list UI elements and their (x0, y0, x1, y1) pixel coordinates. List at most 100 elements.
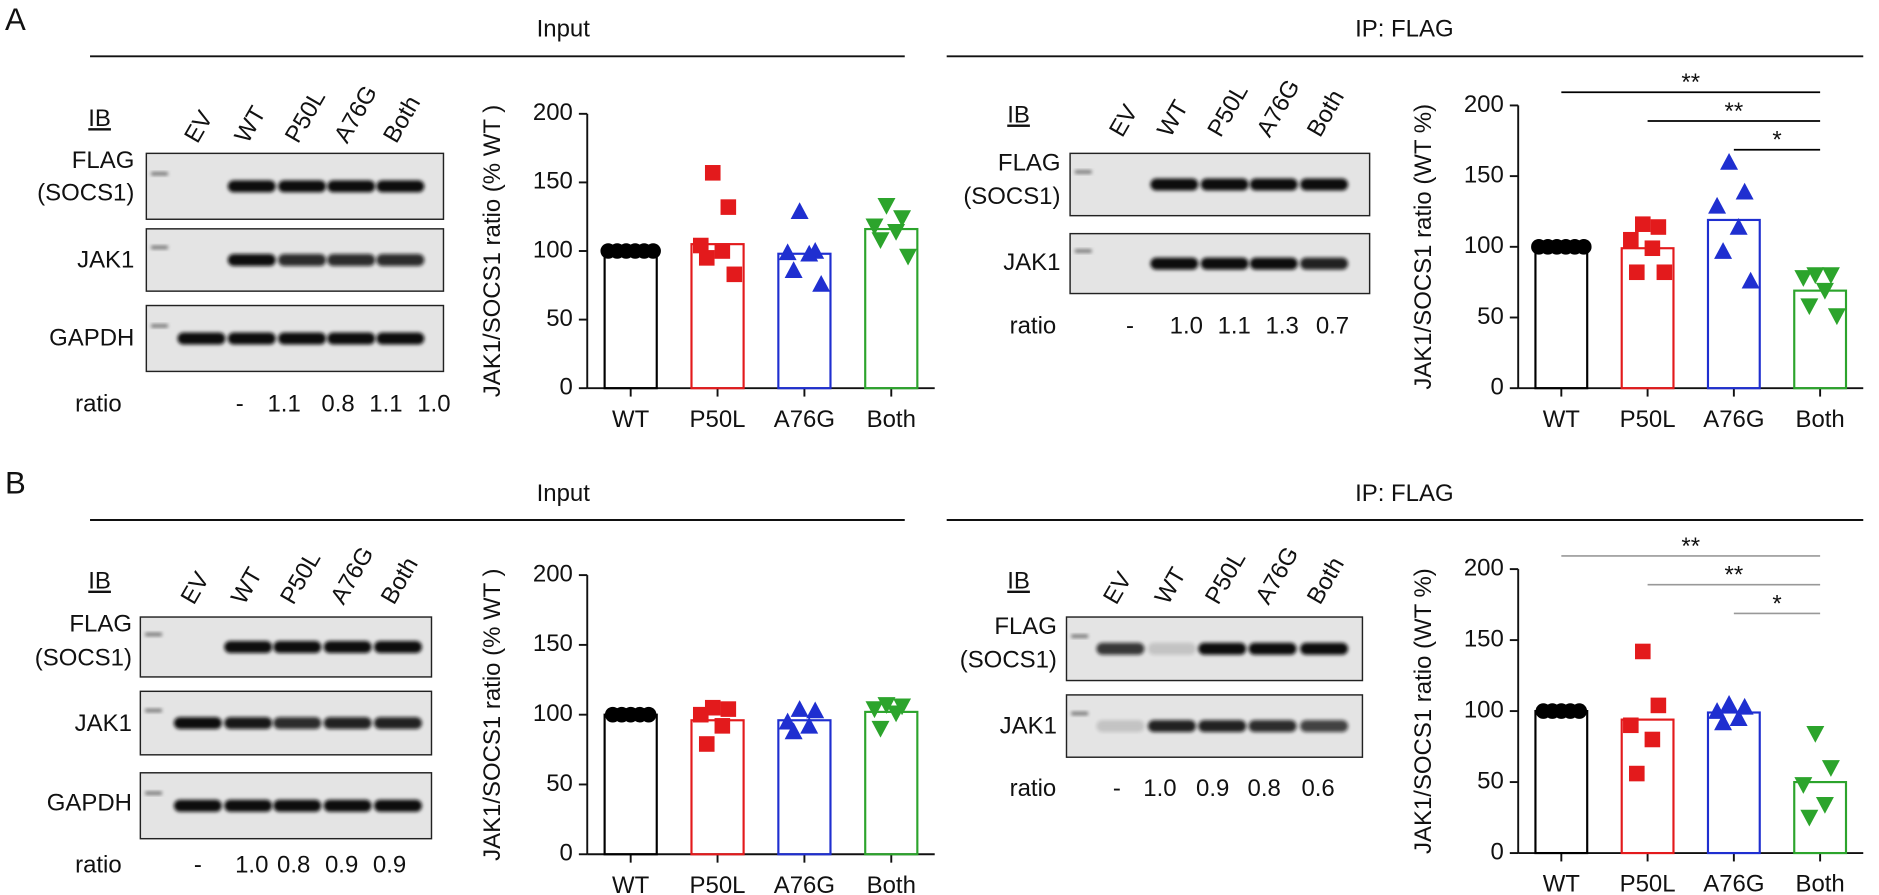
point (1735, 697, 1754, 715)
row-label: JAK1 (1003, 249, 1060, 276)
point (726, 266, 743, 283)
y-tick-label: 50 (546, 770, 573, 797)
point (720, 701, 737, 717)
point (1815, 797, 1834, 814)
y-axis-label: JAK1/SOCS1 ratio (% WT ) (479, 105, 506, 397)
section-header: Input (537, 480, 591, 507)
blot-band (323, 717, 372, 730)
ladder-band (145, 632, 162, 637)
blot-band (227, 332, 276, 345)
point (640, 706, 657, 723)
x-tick-label: P50L (690, 406, 746, 433)
lane-label: EV (179, 106, 218, 147)
lane-label: WT (226, 563, 268, 609)
y-tick-label: 0 (1490, 838, 1503, 865)
point (1729, 709, 1748, 726)
point (1644, 731, 1661, 748)
blot-band (224, 640, 273, 653)
point (899, 248, 918, 266)
point (893, 210, 912, 228)
lane-label: A76G (1250, 542, 1304, 609)
lane-label: Both (376, 553, 424, 609)
point (1623, 717, 1639, 734)
significance-label: ** (1681, 533, 1700, 560)
blot-band (227, 180, 276, 193)
y-tick-label: 200 (533, 560, 573, 587)
x-tick-label: A76G (1703, 406, 1764, 433)
section-header: IP: FLAG (1355, 15, 1454, 42)
point (812, 274, 831, 292)
point (1794, 270, 1813, 287)
point (692, 237, 709, 254)
point (806, 701, 825, 719)
blot-band (373, 799, 422, 812)
point (1644, 240, 1661, 257)
ladder-band (1071, 711, 1089, 716)
blot-band (376, 180, 425, 193)
lane-label: P50L (275, 547, 326, 609)
blot-band (327, 180, 376, 193)
lane-label: P50L (1200, 547, 1251, 609)
row-label: (SOCS1) (35, 644, 132, 671)
y-tick-label: 50 (546, 305, 573, 332)
ratio-value: 0.9 (325, 852, 358, 879)
blot-band (224, 799, 273, 812)
row-label: FLAG (72, 147, 135, 174)
blot-band (1300, 642, 1349, 655)
ratio-value: 0.8 (277, 852, 310, 879)
point (1735, 182, 1754, 200)
point (800, 716, 819, 734)
point (887, 705, 906, 723)
blot-band (376, 254, 425, 266)
point (704, 165, 721, 181)
x-tick-label: WT (612, 872, 650, 895)
ladder-band (151, 171, 168, 176)
ladder-band (145, 791, 162, 795)
blot-band (173, 799, 222, 812)
ratio-value: 0.6 (1301, 775, 1334, 802)
point (1806, 726, 1825, 743)
y-tick-label: 100 (1464, 696, 1504, 723)
ratio-value: 0.8 (321, 390, 354, 417)
y-tick-label: 50 (1477, 767, 1504, 794)
significance-label: * (1772, 590, 1781, 617)
blot-band (1300, 720, 1349, 733)
y-tick-label: 150 (533, 168, 573, 195)
point (698, 250, 715, 266)
point (1629, 765, 1645, 782)
y-tick-label: 150 (1464, 161, 1504, 188)
ratio-label: ratio (1010, 312, 1057, 339)
blot-band (1198, 720, 1247, 733)
lane-label: WT (1150, 563, 1192, 609)
blot-band (1200, 178, 1249, 191)
y-tick-label: 0 (560, 374, 573, 401)
point (1720, 153, 1739, 170)
blot-band (1147, 642, 1196, 655)
ratio-value: 1.1 (1218, 312, 1251, 339)
x-tick-label: Both (867, 872, 916, 895)
x-tick-label: A76G (774, 872, 835, 895)
row-label: FLAG (994, 613, 1057, 640)
bar (1534, 710, 1589, 855)
blot-band (173, 717, 222, 730)
point (871, 232, 890, 250)
point (790, 700, 809, 717)
point (704, 699, 721, 716)
bar (777, 252, 832, 390)
ratio-value: 0.9 (373, 852, 406, 879)
ratio-value: 1.1 (369, 390, 402, 417)
blot-band (1249, 257, 1298, 270)
bar (1793, 780, 1848, 855)
row-label: GAPDH (49, 324, 134, 351)
blot-band (376, 332, 425, 345)
point (1623, 231, 1639, 248)
blot-band (1096, 720, 1145, 733)
bar (777, 719, 832, 856)
point (1714, 242, 1733, 259)
point (778, 243, 797, 261)
point (714, 718, 731, 734)
ladder-band (151, 245, 168, 250)
row-label: JAK1 (77, 247, 134, 274)
ratio-value: - (1113, 775, 1121, 802)
y-tick-label: 100 (533, 700, 573, 727)
